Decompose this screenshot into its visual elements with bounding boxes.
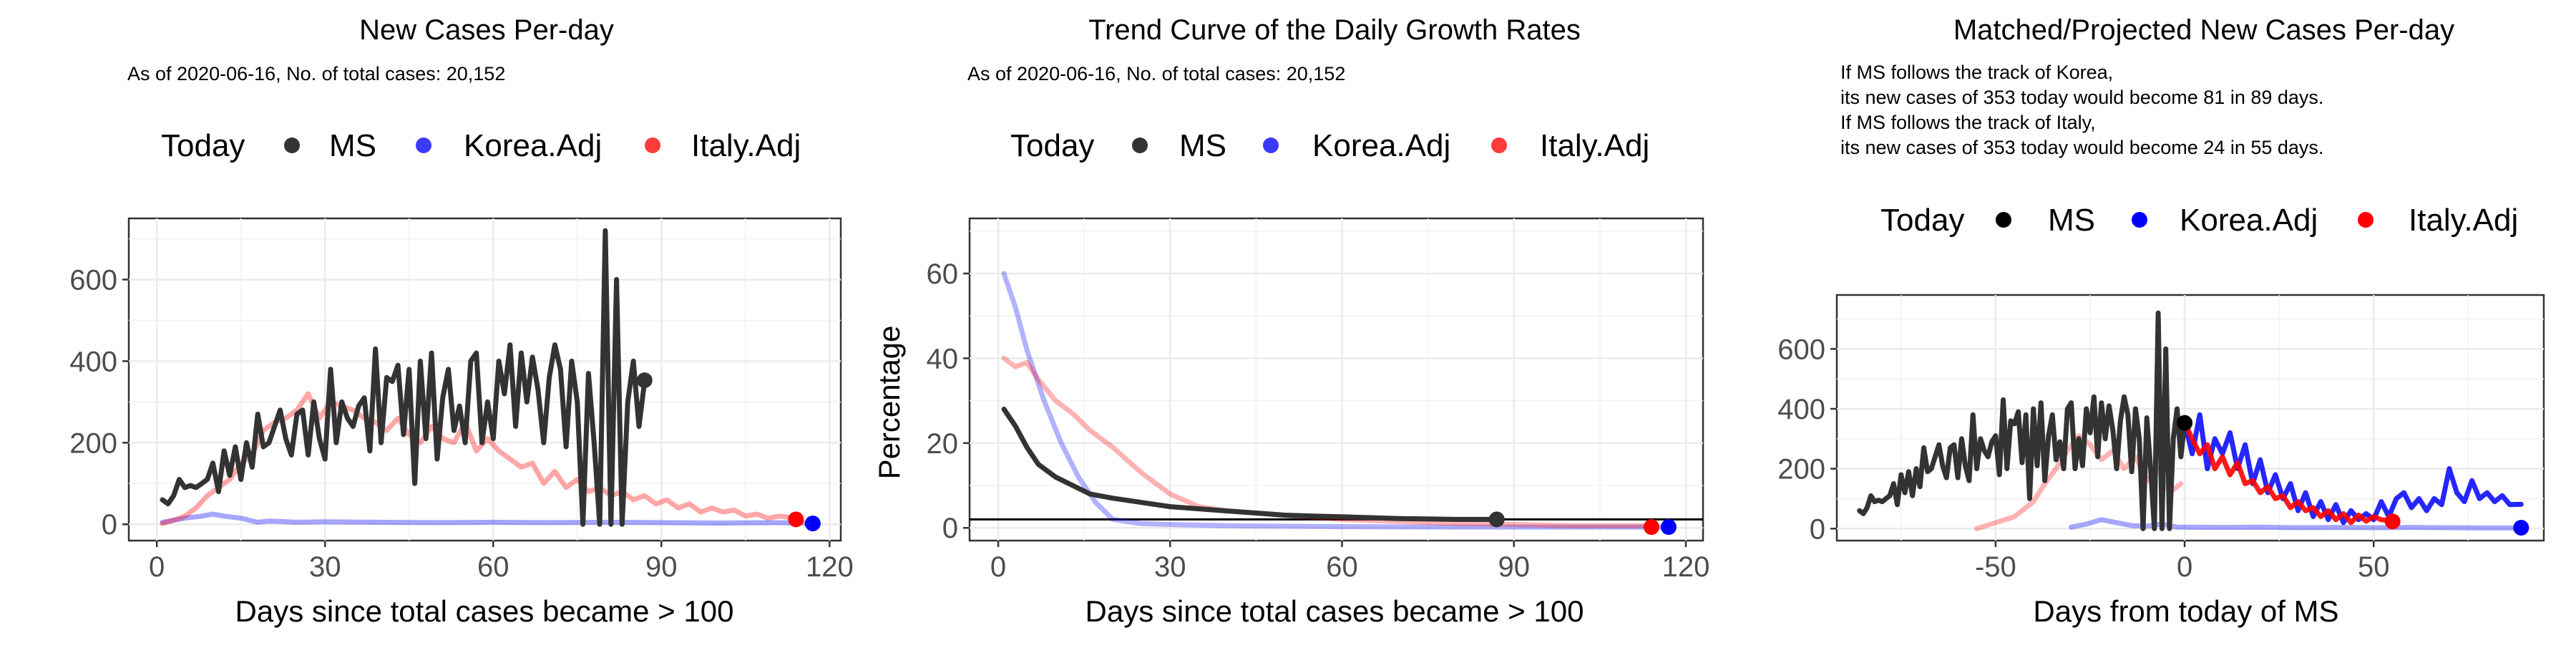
panel-1-today-point-italy-adj [788,511,804,528]
panel-1-x-tick-label: 90 [645,551,678,583]
panel-2-title: Trend Curve of the Daily Growth Rates [1088,14,1581,46]
panel-1-today-point-korea-adj [804,516,821,532]
panel-2-series-korea-adj-line [1001,271,1672,530]
panel-3-subtitle-line-4: its new cases of 353 today would become … [1840,137,2323,158]
panel-1-subtitle-line-1: As of 2020-06-16, No. of total cases: 20… [127,63,505,84]
panel-2-x-tick-label: 120 [1662,551,1710,583]
panel-1-legend-label-italy: Italy.Adj [691,128,801,163]
panel-2-y-tick-label: 40 [927,343,959,374]
panel-3-series-korea-adj-line [2069,517,2524,531]
panel-2-x-tick-label: 60 [1326,551,1358,583]
panel-3-grid [1837,295,2544,541]
panel-2-legend-key-ms [1132,137,1148,153]
panel-2-y-tick-label: 0 [942,513,958,544]
panel-1-legend-label-ms: MS [329,128,376,163]
panel-1-today-point-ms [636,372,653,389]
panel-3-y-tick-label: 600 [1777,334,1825,365]
panel-1-legend-label-korea: Korea.Adj [464,128,602,163]
panel-1-plot-background [127,217,842,542]
panel-3-series [1857,310,2529,536]
panel-1-x-axis-title: Days since total cases became > 100 [235,594,734,628]
panel-1-y-tick-label: 600 [69,264,117,296]
panel-2-x-tick-label: 90 [1498,551,1530,583]
panel-3: Matched/Projected New Cases Per-day If M… [1777,14,2545,628]
panel-2-legend-key-korea [1263,137,1279,153]
panel-3-subtitle-line-3: If MS follows the track of Italy, [1840,112,2096,133]
panel-2-series-italy-adj-line [1001,355,1654,528]
panel-1-x-tick-label: 120 [806,551,854,583]
panel-2-grid [970,218,1703,541]
panel-2-plot-background [968,217,1704,542]
panel-2-x-tick-label: 30 [1154,551,1186,583]
panel-1-legend-key-italy [645,137,660,153]
panel-2-today-point-ms [1488,511,1505,528]
panel-3-y-tick-label: 200 [1777,454,1825,485]
panel-3-legend-label-korea: Korea.Adj [2180,203,2318,238]
panel-1-x-tick-label: 0 [149,551,165,583]
panel-3-subtitle-line-2: its new cases of 353 today would become … [1840,87,2323,108]
panel-3-subtitle-line-1: If MS follows the track of Korea, [1840,62,2113,83]
panel-1-y-tick-label: 200 [69,427,117,459]
panel-2-legend-label-ms: MS [1179,128,1226,163]
panel-3-y-tick-label: 400 [1777,394,1825,425]
panel-1-y-tick-label: 0 [102,509,117,541]
panel-3-x-tick-label: -50 [1975,551,2016,583]
panel-2-legend-key-italy [1491,137,1507,153]
panel-2-x-tick-label: 0 [990,551,1006,583]
panel-1-title: New Cases Per-day [359,14,614,46]
panel-3-legend-key-korea [2132,212,2147,228]
panel-1-series [160,228,821,532]
panel-1-series-ms-line [160,228,648,527]
panel-3-series-italy-adj-line [2182,420,2396,526]
panel-2-y-tick-label: 60 [927,258,959,290]
panel-2-legend-label-italy: Italy.Adj [1540,128,1649,163]
panel-1-x-tick-label: 30 [309,551,341,583]
panel-1-legend-key-korea [416,137,431,153]
panel-2-legend: Today MS Korea.Adj Italy.Adj [1010,128,1649,163]
panel-3-legend-key-ms [1996,212,2011,228]
panel-3-legend-key-italy [2358,212,2373,228]
panel-1-series-italy-adj-line [160,391,799,526]
panel-2-y-axis-title: Percentage [872,326,906,480]
panel-2-x-axis-title: Days since total cases became > 100 [1085,594,1584,628]
panel-1-y-tick-label: 400 [69,346,117,377]
panel-3-today-point-korea-adj [2513,520,2529,536]
panel-3-series-korea-adj-line [2182,412,2524,526]
panel-1-legend-title: Today [161,128,245,163]
panel-1: New Cases Per-day As of 2020-06-16, No. … [69,14,853,628]
panel-3-series-ms-line [1857,310,2187,531]
panel-3-x-tick-label: 0 [2177,551,2192,583]
panel-3-axes: -50 0 50 0 200 400 600 [1777,334,2389,583]
panel-1-legend-key-ms [284,137,300,153]
panel-2-y-tick-label: 20 [927,428,959,460]
panel-2: Trend Curve of the Daily Growth Rates As… [872,14,1709,628]
panel-2-today-point-korea-adj [1660,519,1677,536]
panel-1-legend: Today MS Korea.Adj Italy.Adj [161,128,801,163]
panel-2-legend-title: Today [1010,128,1094,163]
panel-2-axes: 0 30 60 90 120 0 20 40 60 [927,258,1710,583]
panel-3-legend-label-italy: Italy.Adj [2409,203,2518,238]
panel-2-series [970,271,1703,536]
panel-1-series-korea-adj-line [160,511,816,526]
panel-3-legend-title: Today [1880,203,1964,238]
panel-3-x-tick-label: 50 [2358,551,2390,583]
panel-3-title: Matched/Projected New Cases Per-day [1953,14,2454,46]
panel-2-subtitle-line-1: As of 2020-06-16, No. of total cases: 20… [967,63,1345,84]
panel-2-today-point-italy-adj [1643,519,1659,536]
panel-3-y-tick-label: 0 [1810,513,1825,545]
panel-2-legend-label-korea: Korea.Adj [1312,128,1450,163]
panel-3-today-point-ms [2177,415,2193,431]
panel-3-today-point-italy-adj [2384,513,2401,530]
panel-2-series-ms-line [1001,406,1500,522]
panel-3-legend: Today MS Korea.Adj Italy.Adj [1880,203,2518,238]
panel-1-axes: 0 30 60 90 120 0 200 400 600 [69,264,853,583]
panel-3-x-axis-title: Days from today of MS [2033,594,2338,628]
panel-1-x-tick-label: 60 [477,551,509,583]
panel-3-legend-label-ms: MS [2048,203,2095,238]
